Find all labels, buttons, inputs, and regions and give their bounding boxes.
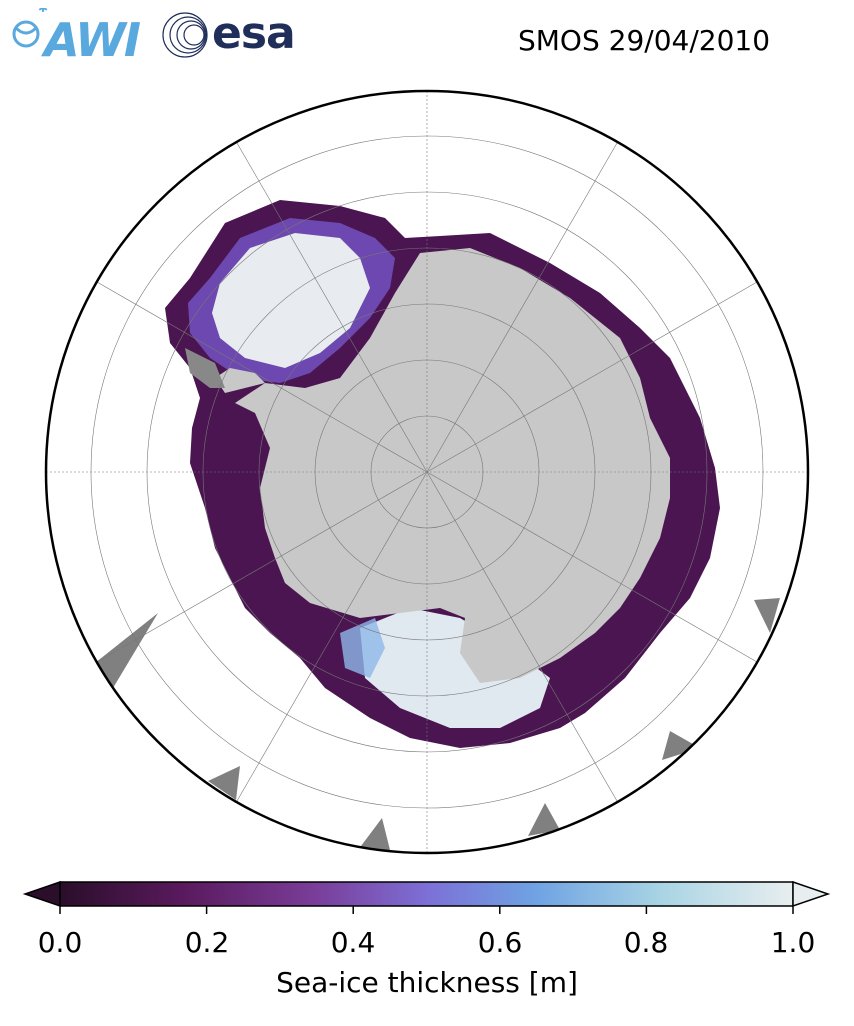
- land-patch: [95, 613, 158, 693]
- land-patch: [528, 803, 560, 836]
- land-patch: [662, 731, 700, 760]
- antarctic-peninsula: [215, 368, 265, 393]
- colorbar-tick: 0.4: [330, 926, 376, 959]
- antarctica: [235, 248, 670, 683]
- colorbar-tick: 0.8: [623, 926, 669, 959]
- awi-logo: ✱ AWI: [12, 8, 143, 62]
- colorbar-tick: 0.2: [184, 926, 230, 959]
- colorbar-body: [59, 881, 794, 907]
- ross-ice-blue: [340, 618, 385, 678]
- svg-text:✱: ✱: [38, 8, 48, 15]
- svg-text:AWI: AWI: [41, 13, 141, 62]
- peninsula-gray: [185, 348, 225, 388]
- esa-logo-mark: [162, 12, 208, 58]
- colorbar-extend-max: [792, 880, 831, 908]
- colorbar-tick: 1.0: [770, 926, 816, 959]
- graticule: [46, 91, 808, 853]
- colorbar-label: Sea-ice thickness [m]: [276, 966, 578, 999]
- land-patch: [754, 598, 780, 633]
- esa-logo-text: esa: [212, 8, 296, 59]
- colorbar: [22, 880, 831, 914]
- map-title: SMOS 29/04/2010: [518, 24, 771, 57]
- colorbar-extend-min: [22, 880, 61, 908]
- thick-ice-ross: [360, 608, 550, 728]
- land-patch: [208, 766, 240, 800]
- polar-map: [44, 89, 810, 855]
- colorbar-tick: 0.6: [477, 926, 523, 959]
- colorbar-tick: 0.0: [37, 926, 83, 959]
- map-boundary: [44, 89, 810, 855]
